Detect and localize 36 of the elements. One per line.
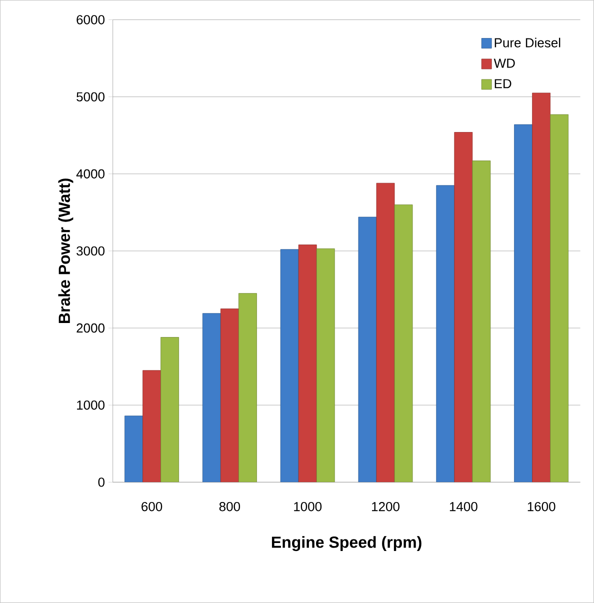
bar	[358, 216, 377, 482]
legend-label: ED	[494, 79, 512, 88]
x-tick-label: 1200	[372, 502, 400, 512]
y-tick-label: 4000	[76, 169, 104, 178]
bar	[532, 92, 551, 482]
bar	[124, 416, 143, 482]
y-tick-label: 2000	[76, 323, 104, 333]
bar	[316, 248, 335, 482]
bar	[220, 308, 239, 482]
y-tick-label: 3000	[76, 246, 104, 256]
bar	[142, 370, 161, 482]
bar	[436, 185, 455, 482]
y-tick-label: 6000	[76, 15, 104, 24]
x-tick-label: 800	[219, 502, 240, 512]
bar	[514, 124, 533, 482]
x-tick-label: 1600	[528, 502, 556, 512]
y-tick-label: 5000	[76, 92, 104, 102]
bar	[454, 132, 473, 482]
legend-label: Pure Diesel	[494, 38, 560, 48]
bar	[280, 249, 299, 482]
x-axis-title: Engine Speed (rpm)	[272, 536, 422, 552]
bar	[298, 244, 317, 482]
bar	[472, 160, 491, 482]
bar	[238, 293, 257, 482]
x-tick-label: 600	[142, 502, 162, 512]
y-axis-title: Brake Power (Watt)	[58, 178, 74, 324]
bar	[394, 204, 413, 482]
y-tick-label: 0	[98, 478, 104, 487]
bar	[376, 182, 395, 482]
bar	[160, 337, 179, 482]
bar	[202, 313, 221, 482]
x-tick-label: 1400	[450, 502, 478, 512]
x-tick-label: 1000	[294, 502, 322, 512]
legend-label: WD	[494, 58, 515, 68]
y-tick-label: 1000	[77, 400, 104, 410]
bar	[550, 114, 569, 482]
